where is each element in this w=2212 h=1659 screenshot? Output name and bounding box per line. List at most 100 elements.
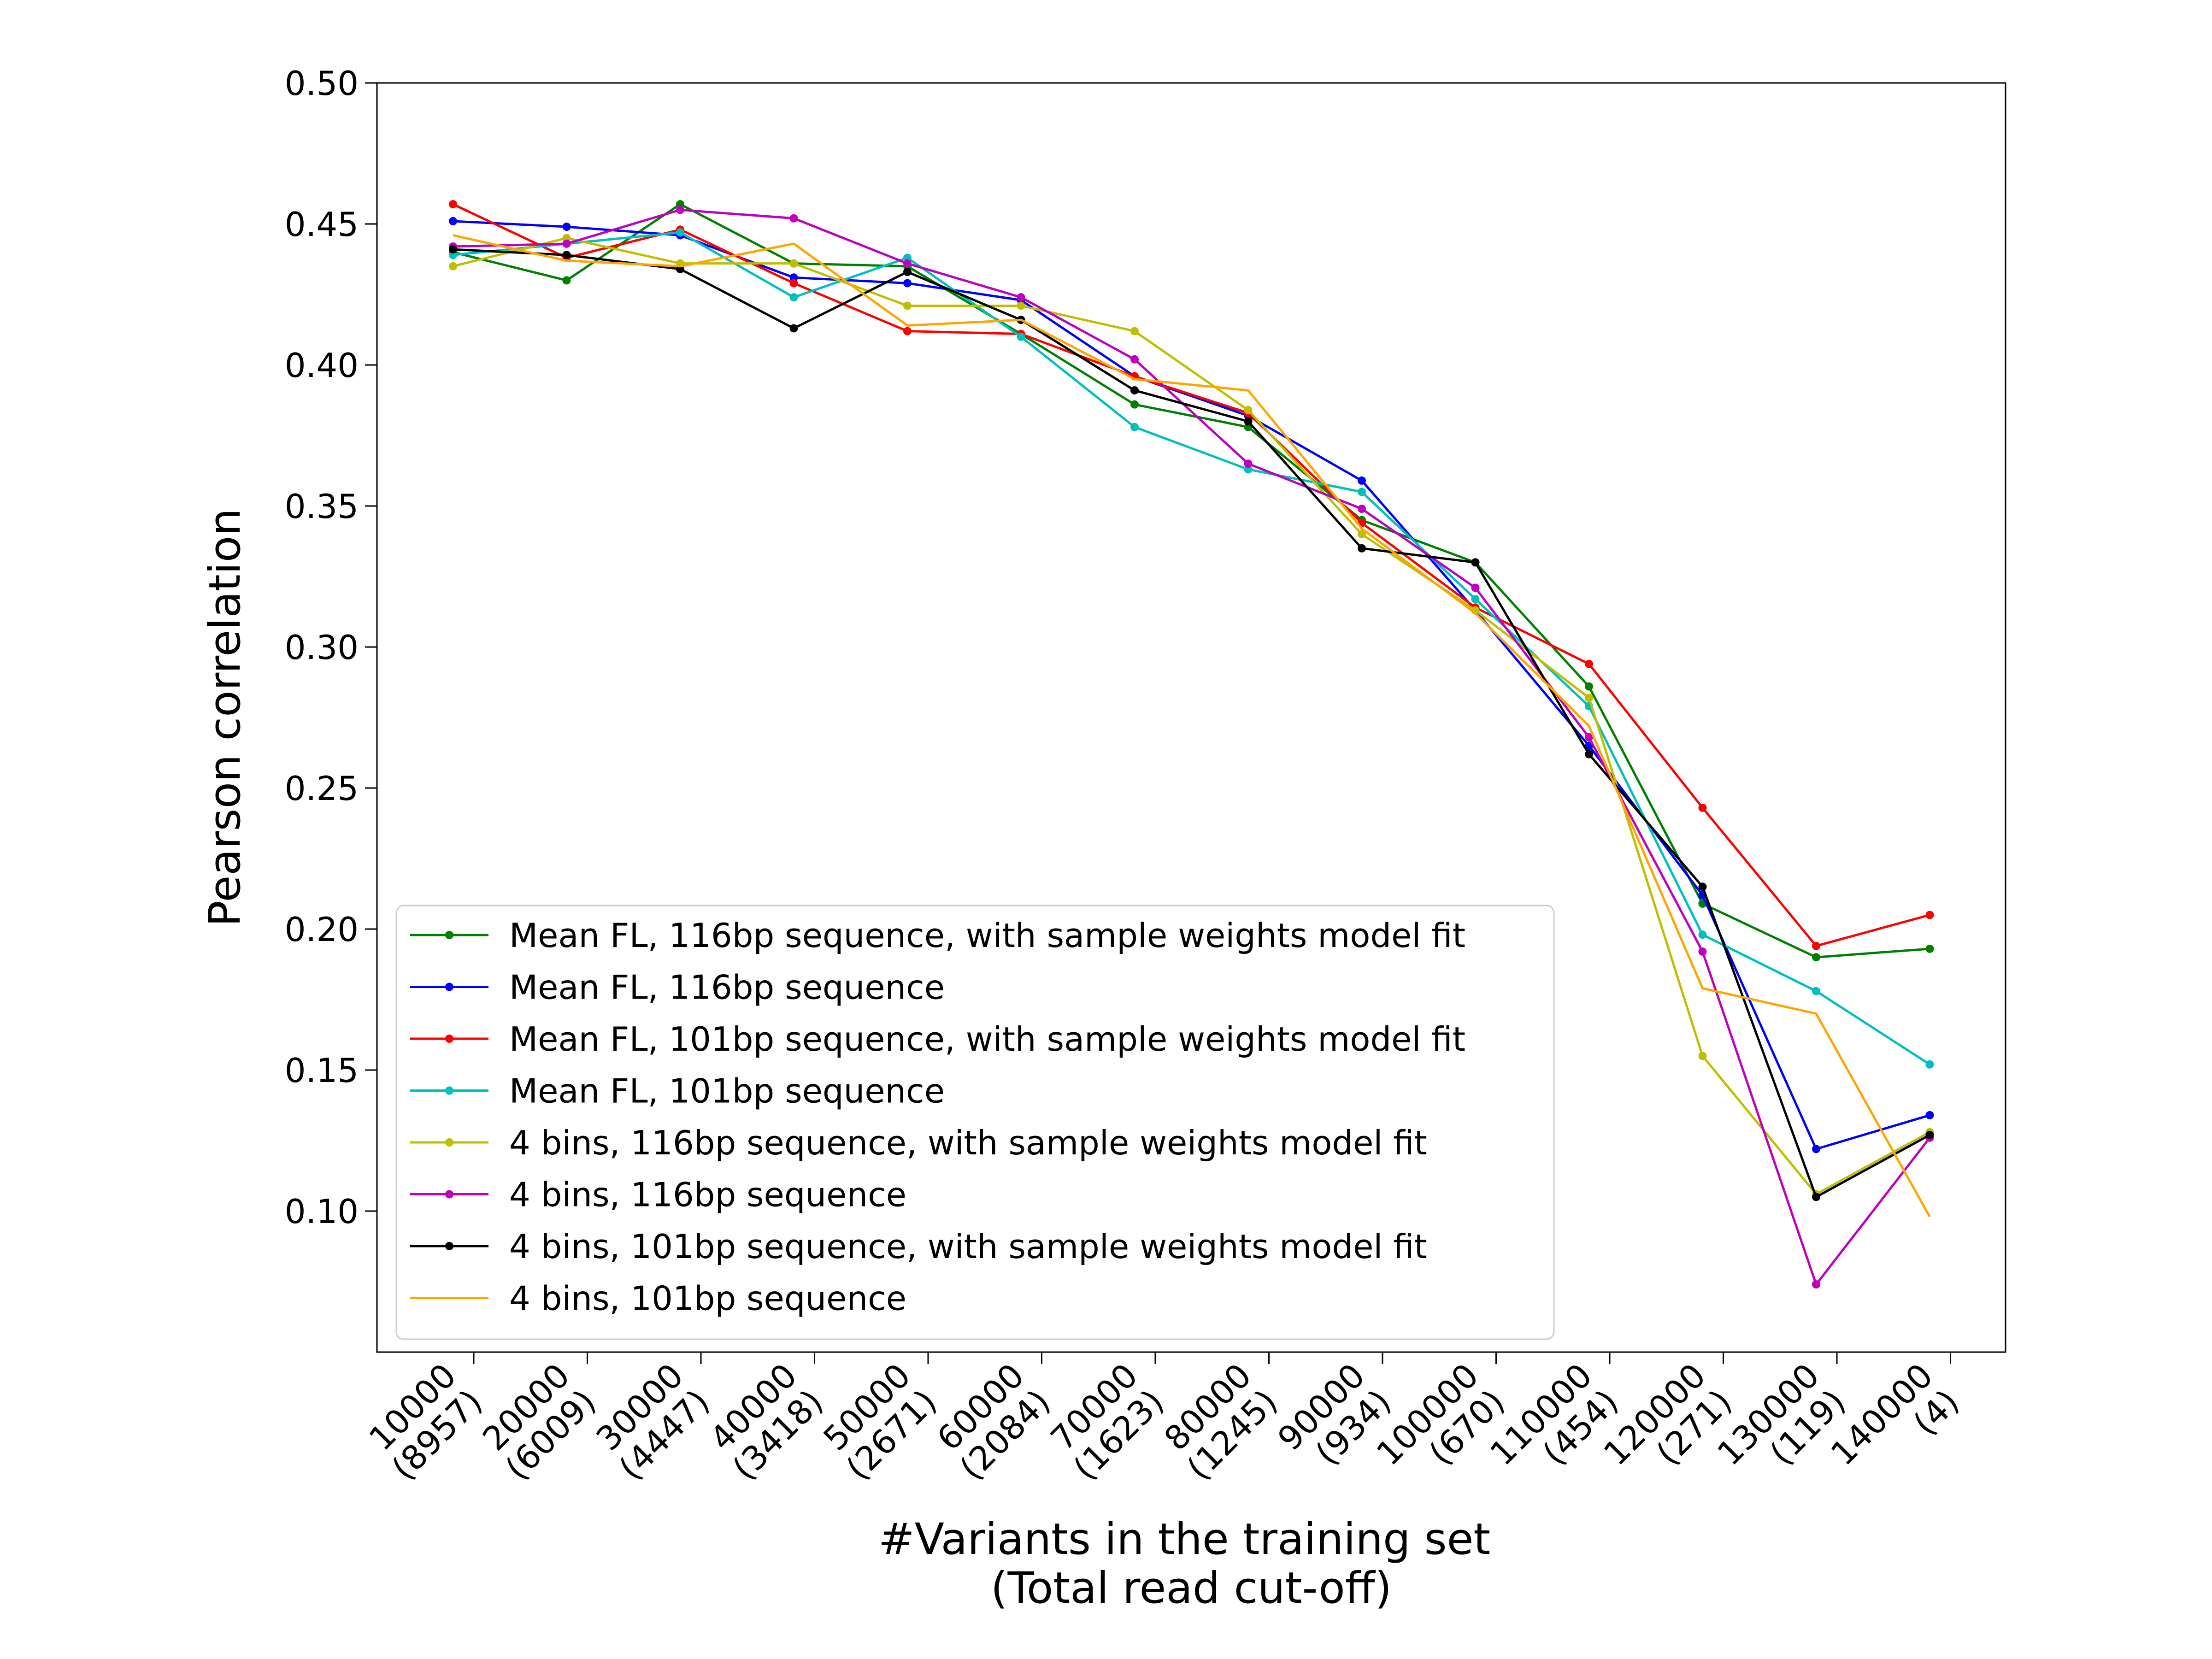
data-point [1017, 332, 1025, 341]
data-point [449, 262, 457, 271]
legend-item: 4 bins, 116bp sequence, with sample weig… [410, 1124, 1427, 1162]
legend-item: Mean FL, 101bp sequence [410, 1072, 945, 1111]
data-point [1585, 733, 1593, 741]
data-point [1812, 953, 1820, 962]
y-tick-label: 0.30 [285, 628, 359, 667]
data-point [1925, 1130, 1934, 1139]
data-point [562, 223, 571, 231]
x-tick-label: 100000(670) [1369, 1356, 1512, 1499]
legend-item: 4 bins, 101bp sequence, with sample weig… [410, 1227, 1427, 1266]
data-point [1585, 694, 1593, 702]
x-axis-label-line-2: (Total read cut-off) [991, 1563, 1392, 1613]
data-point [789, 279, 798, 288]
legend-item: 4 bins, 116bp sequence [410, 1176, 906, 1214]
data-point [1585, 750, 1593, 759]
data-point [1130, 327, 1139, 335]
series-line [453, 203, 1930, 959]
legend-marker [445, 1035, 453, 1043]
legend-label: Mean FL, 116bp sequence [509, 968, 945, 1007]
data-point [903, 327, 912, 335]
y-tick-label: 0.10 [285, 1192, 359, 1231]
legend: Mean FL, 116bp sequence, with sample wei… [395, 905, 1555, 1340]
data-point [789, 293, 798, 302]
y-axis: 0.10 0.15 0.20 0.25 0.30 0.35 0.40 0.45 0.50 [285, 64, 377, 1231]
x-tick-label: 120000(271) [1596, 1356, 1739, 1499]
x-tick-label: 70000(1623) [1040, 1356, 1171, 1487]
y-tick-label: 0.25 [285, 769, 359, 808]
data-point [1358, 530, 1366, 539]
legend-marker [445, 1086, 453, 1095]
data-point [903, 268, 912, 276]
legend-marker [445, 931, 453, 939]
series-4 [449, 228, 1934, 1069]
data-point [1358, 544, 1366, 553]
x-tick-label: 10000(8957) [358, 1356, 489, 1487]
legend-label: Mean FL, 116bp sequence, with sample wei… [509, 916, 1465, 955]
y-tick-label: 0.50 [285, 64, 359, 103]
y-tick-label: 0.35 [285, 487, 359, 526]
data-point [903, 259, 912, 268]
y-tick-label: 0.15 [285, 1051, 359, 1090]
data-point [903, 279, 912, 288]
x-tick-label: 80000(1245) [1153, 1356, 1285, 1487]
legend-item: Mean FL, 116bp sequence [410, 968, 945, 1007]
data-point [903, 301, 912, 310]
y-tick-label: 0.20 [285, 910, 359, 949]
series-line [453, 231, 1930, 1065]
legend-marker [445, 1138, 453, 1147]
series-line [453, 208, 1931, 1286]
data-point [1925, 911, 1934, 919]
data-point [1244, 406, 1253, 414]
legend-label: 4 bins, 101bp sequence [509, 1279, 906, 1318]
x-tick-label: 110000(454) [1483, 1356, 1625, 1499]
plot-area [449, 200, 1934, 1289]
data-point [562, 239, 571, 248]
data-point [789, 259, 798, 268]
series-3 [449, 200, 1934, 950]
data-point [1471, 558, 1480, 567]
data-point [562, 251, 571, 259]
legend-marker [445, 982, 453, 991]
legend-marker [445, 1242, 453, 1250]
data-point [1358, 505, 1366, 513]
series-line [453, 234, 1931, 1218]
data-point [1130, 423, 1139, 431]
data-point [449, 245, 457, 254]
legend-item: Mean FL, 116bp sequence, with sample wei… [410, 916, 1465, 955]
data-point [789, 214, 798, 223]
y-tick-label: 0.45 [285, 205, 359, 244]
data-point [1017, 293, 1025, 302]
legend-marker [445, 1190, 453, 1199]
data-point [1358, 476, 1366, 485]
legend-label: 4 bins, 101bp sequence, with sample weig… [509, 1227, 1427, 1266]
plot-frame [376, 82, 2006, 1353]
data-point [1698, 803, 1707, 812]
x-tick-label: 60000(2084) [926, 1356, 1058, 1487]
x-tick-label: 50000(2671) [812, 1356, 944, 1487]
series-line [452, 203, 1930, 947]
x-tick-label: 30000(4447) [585, 1356, 717, 1487]
x-tick-label: 130000(119) [1710, 1356, 1853, 1499]
data-point [1812, 1193, 1820, 1201]
data-point [1244, 417, 1253, 426]
data-point [676, 206, 684, 214]
data-point [449, 200, 457, 209]
legend-label: 4 bins, 116bp sequence, with sample weig… [509, 1124, 1427, 1162]
data-point [449, 217, 457, 225]
data-point [1244, 459, 1253, 468]
data-point [1130, 386, 1139, 395]
data-point [1130, 400, 1139, 409]
data-point [1358, 488, 1366, 496]
x-tick-label: 90000(934) [1271, 1356, 1399, 1484]
legend-label: Mean FL, 101bp sequence, with sample wei… [509, 1020, 1465, 1059]
series-8 [453, 234, 1931, 1218]
data-point [1130, 355, 1139, 364]
data-point [1925, 1111, 1934, 1119]
data-point [1812, 987, 1820, 995]
data-point [1585, 659, 1593, 668]
legend-label: 4 bins, 116bp sequence [509, 1176, 906, 1214]
data-point [1585, 682, 1593, 691]
data-point [562, 276, 571, 285]
series-7 [449, 245, 1934, 1201]
